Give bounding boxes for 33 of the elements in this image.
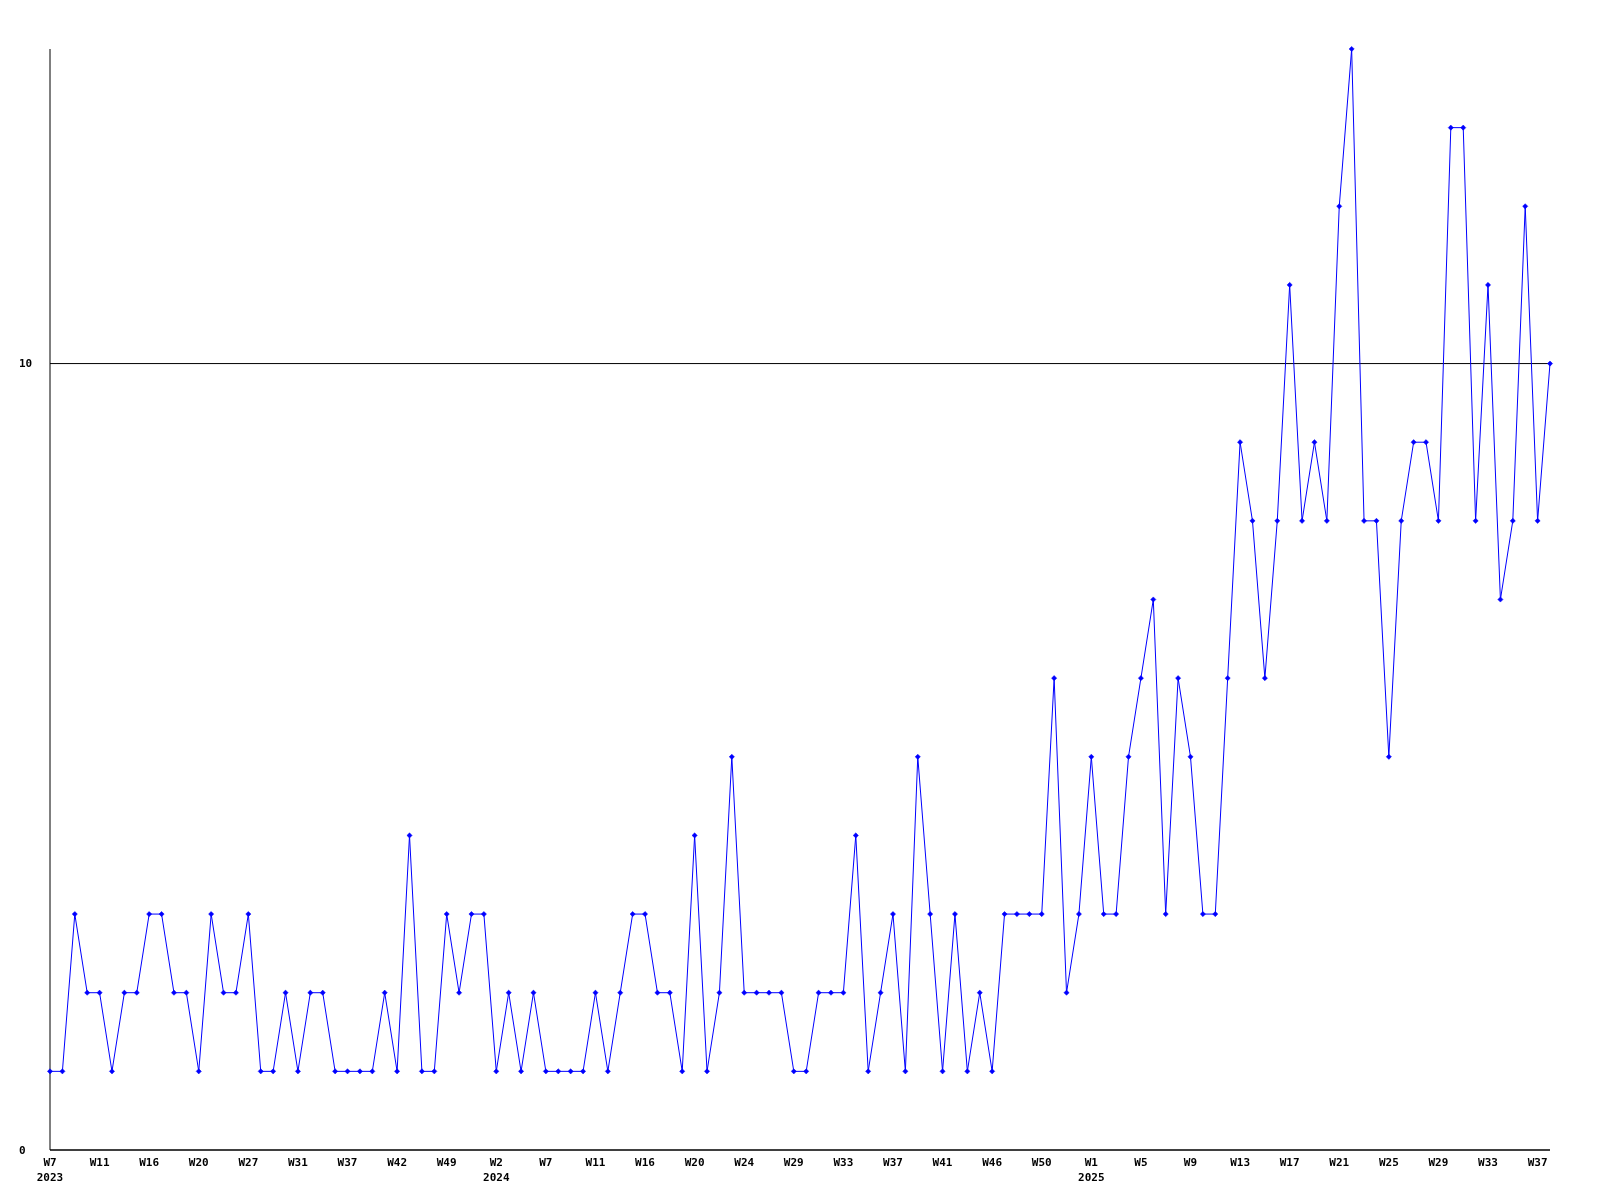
x-tick-label: W27 (238, 1156, 259, 1169)
x-tick-label: W37 (1527, 1156, 1548, 1169)
x-tick-label: W25 (1378, 1156, 1399, 1169)
x-tick-label: W17 (1279, 1156, 1300, 1169)
x-tick-label: W7 (539, 1156, 553, 1169)
y-tick-label: 10 (19, 357, 33, 371)
x-tick-label: W1 2025 (1078, 1156, 1105, 1184)
x-tick-label: W5 (1134, 1156, 1148, 1169)
x-tick-label: W11 (89, 1156, 110, 1169)
x-tick-label: W16 (139, 1156, 160, 1169)
x-tick-label: W24 (734, 1156, 755, 1169)
x-tick-label: W42 (387, 1156, 408, 1169)
x-tick-label: W41 (932, 1156, 953, 1169)
x-tick-label: W49 (436, 1156, 457, 1169)
x-tick-label: W29 (1428, 1156, 1449, 1169)
x-tick-label: W7 2023 (36, 1156, 64, 1184)
x-tick-label: W21 (1329, 1156, 1350, 1169)
x-tick-label: W46 (982, 1156, 1003, 1169)
x-tick-label: W11 (585, 1156, 606, 1169)
x-tick-label: W33 (833, 1156, 854, 1169)
x-tick-label: W20 (684, 1156, 705, 1169)
x-tick-label: W50 (1031, 1156, 1052, 1169)
x-tick-label: W37 (883, 1156, 903, 1169)
x-tick-label: W33 (1478, 1156, 1498, 1169)
x-tick-label: W29 (783, 1156, 804, 1169)
x-tick-label: W31 (288, 1156, 309, 1169)
x-tick-label: W37 (337, 1156, 358, 1169)
x-tick-label: W9 (1183, 1156, 1198, 1169)
y-tick-label: 0 (19, 1143, 26, 1157)
x-tick-label: W20 (188, 1156, 209, 1169)
x-tick-label: W16 (635, 1156, 656, 1169)
x-tick-label: W13 (1230, 1156, 1251, 1169)
x-tick-label: W2 2024 (483, 1156, 510, 1184)
